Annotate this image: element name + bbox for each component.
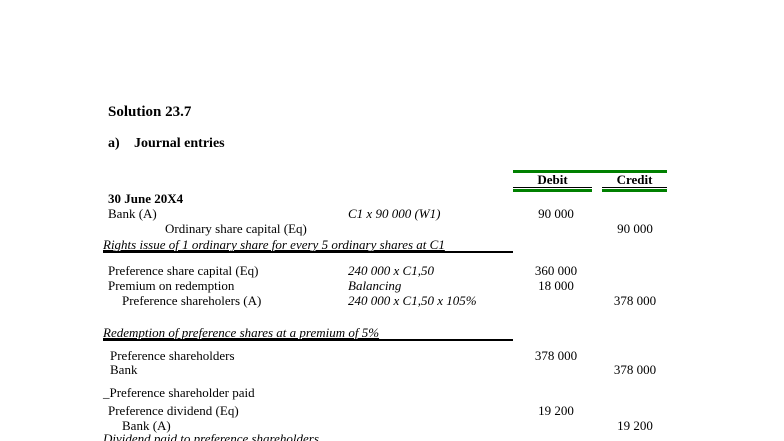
account-name: Premium on redemption: [108, 278, 235, 293]
section-heading: a) Journal entries: [108, 136, 225, 152]
account-name: Bank: [110, 362, 138, 377]
credit-column-header: Credit: [602, 172, 667, 188]
debit-amount: 90 000: [538, 206, 574, 221]
entry-bottom-rule: [103, 251, 513, 253]
journal-line-row: Preference shareholders 378 000: [0, 348, 784, 363]
account-name: Preference shareholders: [110, 348, 235, 363]
account-name: Preference share capital (Eq): [108, 263, 259, 278]
credit-amount: 378 000: [613, 293, 657, 308]
journal-line-row: Ordinary share capital (Eq) 90 000: [0, 221, 784, 236]
account-name: Bank (A): [108, 206, 157, 221]
journal-line-row: Bank 378 000: [0, 362, 784, 377]
credit-header-bottom-rule: [602, 189, 667, 192]
account-name: Preference dividend (Eq): [108, 403, 239, 418]
section-title: Journal entries: [134, 136, 225, 151]
journal-date-row: 30 June 20X4: [0, 191, 784, 206]
credit-amount: 378 000: [613, 362, 657, 377]
calculation-note: Balancing: [348, 278, 402, 293]
debit-amount: 18 000: [538, 278, 574, 293]
debit-header-bottom-rule: [513, 189, 592, 192]
journal-line-row: Preference dividend (Eq) 19 200: [0, 403, 784, 418]
account-name: Bank (A): [122, 418, 171, 433]
debit-amount: 378 000: [534, 348, 578, 363]
entry-narration: Dividend paid to preference shareholders: [103, 431, 319, 441]
entry-narration: Rights issue of 1 ordinary share for eve…: [103, 237, 445, 252]
entry-bottom-rule: [103, 339, 513, 341]
credit-amount: 90 000: [617, 221, 653, 236]
account-name: Ordinary share capital (Eq): [165, 221, 307, 236]
journal-line-row: Preference shareholers (A) 240 000 x C1,…: [0, 293, 784, 308]
calculation-note: 240 000 x C1,50: [348, 263, 434, 278]
debit-column-header: Debit: [513, 172, 592, 188]
entry-narration: Redemption of preference shares at a pre…: [103, 325, 380, 340]
header-top-rule: [513, 170, 667, 173]
entry-narration: _Preference shareholder paid: [103, 385, 255, 400]
entry-date: 30 June 20X4: [108, 191, 184, 206]
calculation-note: 240 000 x C1,50 x 105%: [348, 293, 477, 308]
section-label: a): [108, 136, 120, 151]
account-name: Preference shareholers (A): [122, 293, 262, 308]
credit-amount: 19 200: [617, 418, 653, 433]
debit-amount: 19 200: [538, 403, 574, 418]
debit-amount: 360 000: [534, 263, 578, 278]
page-title: Solution 23.7: [108, 104, 192, 120]
journal-line-row: Premium on redemption Balancing 18 000: [0, 278, 784, 293]
journal-line-row: Bank (A) C1 x 90 000 (W1) 90 000: [0, 206, 784, 221]
journal-line-row: Preference share capital (Eq) 240 000 x …: [0, 263, 784, 278]
journal-line-row: Bank (A) 19 200: [0, 418, 784, 433]
calculation-note: C1 x 90 000 (W1): [348, 206, 441, 221]
